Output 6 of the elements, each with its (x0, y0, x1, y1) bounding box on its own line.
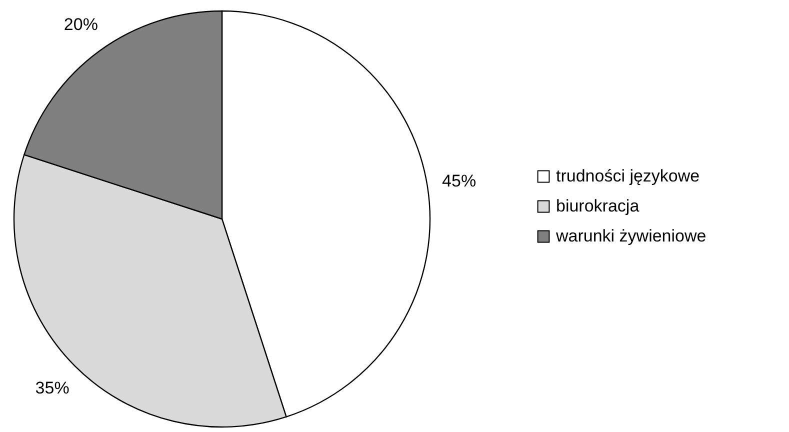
data-label: 35% (35, 378, 70, 398)
data-label: 45% (442, 171, 476, 190)
legend-label: trudności językowe (556, 166, 700, 186)
data-label: 20% (64, 14, 98, 34)
legend-label: biurokracja (556, 196, 640, 216)
legend-label: warunki żywieniowe (555, 226, 706, 246)
